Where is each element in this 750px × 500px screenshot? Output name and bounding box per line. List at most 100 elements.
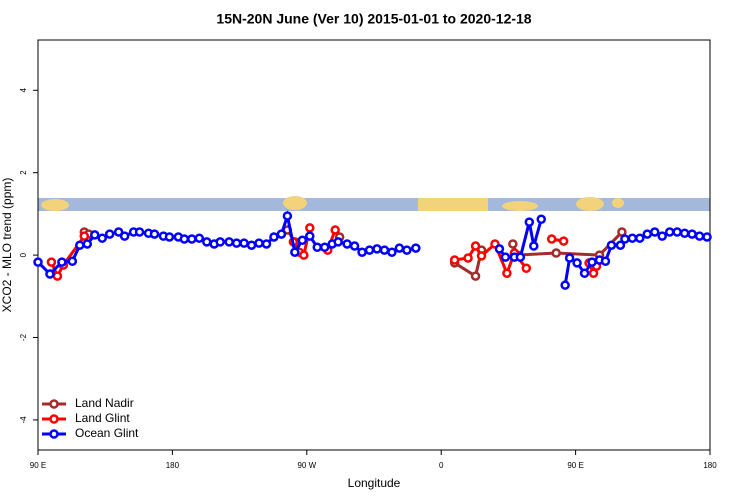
x-axis-label: Longitude	[348, 476, 401, 490]
data-point	[179, 234, 190, 244]
data-point	[261, 239, 272, 249]
data-point	[330, 225, 340, 235]
y-tick-label: 2	[19, 170, 28, 175]
data-point	[564, 253, 575, 263]
y-tick-label: -2	[19, 333, 28, 341]
data-point	[305, 231, 315, 241]
data-point	[679, 228, 690, 239]
data-point	[529, 241, 539, 251]
data-point	[104, 229, 115, 239]
data-point	[524, 217, 535, 227]
data-point	[349, 241, 360, 251]
data-point	[600, 256, 611, 267]
data-point	[502, 268, 512, 278]
data-point	[333, 237, 343, 247]
data-point	[290, 247, 300, 257]
legend-marker	[49, 414, 59, 424]
data-point	[515, 252, 526, 262]
data-point	[299, 250, 309, 260]
data-point	[620, 234, 630, 244]
data-point	[521, 263, 532, 274]
data-point	[52, 271, 63, 281]
data-point	[536, 214, 547, 224]
data-point	[75, 240, 85, 250]
data-point	[312, 242, 323, 253]
data-point	[494, 244, 505, 254]
data-point	[508, 239, 518, 249]
data-point	[546, 234, 557, 244]
data-point	[119, 231, 130, 241]
data-point	[164, 232, 175, 242]
data-point	[134, 227, 145, 237]
data-point	[372, 244, 382, 254]
chart-title: 15N-20N June (Ver 10) 2015-01-01 to 2020…	[216, 11, 531, 27]
data-point	[411, 243, 421, 253]
data-point	[463, 253, 473, 263]
y-tick-label: -4	[19, 416, 28, 424]
x-tick-label: 90 W	[297, 461, 316, 470]
x-tick-label: 180	[703, 461, 717, 470]
legend-label: Land Nadir	[75, 396, 134, 410]
data-point	[97, 233, 107, 243]
x-tick-label: 90 E	[30, 461, 46, 470]
legend-label: Land Glint	[75, 411, 130, 425]
data-point	[642, 229, 653, 239]
data-point	[82, 239, 93, 249]
data-point	[615, 240, 626, 250]
y-tick-label: 4	[19, 87, 28, 92]
data-point	[579, 268, 590, 278]
data-point	[33, 257, 43, 267]
data-point	[627, 233, 638, 243]
plot-frame	[37, 39, 711, 451]
data-point	[560, 280, 570, 290]
data-point	[702, 232, 712, 242]
data-point	[276, 229, 287, 239]
data-point	[470, 241, 481, 251]
data-point	[231, 238, 242, 248]
data-point	[402, 245, 412, 255]
legend-marker	[49, 429, 59, 439]
data-point	[246, 240, 257, 250]
y-tick-label: 0	[19, 252, 28, 257]
data-point	[194, 233, 205, 243]
data-point	[89, 230, 100, 240]
legend-label: Ocean Glint	[75, 426, 139, 440]
data-point	[45, 269, 55, 279]
data-point	[364, 245, 375, 255]
data-point	[239, 238, 249, 248]
data-point	[606, 240, 617, 250]
data-point	[657, 231, 667, 241]
data-point	[201, 237, 212, 247]
data-point	[649, 227, 660, 237]
data-point	[635, 233, 645, 243]
data-point	[551, 248, 561, 258]
x-tick-label: 90 E	[567, 461, 583, 470]
legend-marker	[49, 399, 59, 409]
map-strip	[38, 196, 710, 211]
data-point	[79, 231, 90, 241]
x-tick-label: 0	[439, 461, 444, 470]
x-tick-label: 180	[166, 461, 180, 470]
data-point	[113, 227, 124, 237]
data-point	[379, 245, 390, 255]
data-point	[224, 237, 234, 247]
y-axis-label: XCO2 - MLO trend (ppm)	[0, 178, 14, 313]
data-point	[282, 211, 293, 221]
data-point	[387, 247, 397, 257]
data-point	[305, 223, 315, 233]
data-point	[269, 232, 279, 242]
data-point	[319, 242, 330, 253]
data-point	[558, 236, 569, 246]
data-point	[500, 252, 511, 262]
data-point	[687, 229, 697, 239]
data-point	[187, 234, 197, 244]
data-point	[149, 229, 160, 239]
data-point	[297, 235, 308, 246]
data-point	[572, 258, 582, 268]
data-point	[476, 251, 487, 261]
data-point	[67, 256, 78, 267]
data-point	[342, 239, 352, 249]
data-point	[215, 237, 225, 247]
data-point	[254, 238, 264, 248]
